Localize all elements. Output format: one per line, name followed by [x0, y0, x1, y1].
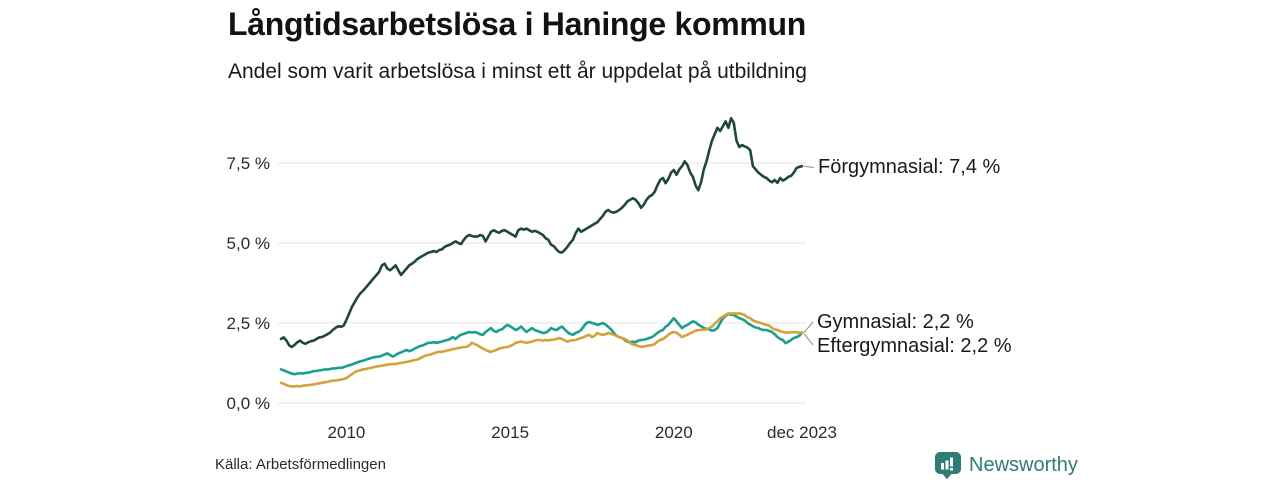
connector-forgymnasial: [803, 165, 815, 169]
x-tick-label: 2010: [328, 423, 366, 442]
connector-gymnasial: [803, 321, 814, 333]
series-line-eftergymnasial: [279, 312, 804, 388]
x-tick-label: dec 2023: [767, 423, 837, 442]
brand-name: Newsworthy: [969, 454, 1078, 476]
newsworthy-icon: [935, 452, 961, 480]
series-line-förgymnasial: [279, 116, 804, 349]
x-tick-label: 2015: [491, 423, 529, 442]
series-end-label-eftergymnasial: Eftergymnasial: 2,2 %: [817, 335, 1012, 357]
series-end-label-forgymnasial: Förgymnasial: 7,4 %: [818, 156, 1001, 178]
connector-eftergymnasial: [803, 333, 814, 346]
page-subtitle: Andel som varit arbetslösa i minst ett å…: [228, 60, 807, 83]
bar-1: [941, 463, 944, 470]
brand-logo[interactable]: Newsworthy: [934, 451, 1078, 480]
bar-2: [945, 460, 949, 470]
source-note: Källa: Arbetsförmedlingen: [215, 456, 386, 473]
exclamation-dot: [950, 468, 953, 471]
y-tick-label: 0,0 %: [227, 394, 270, 413]
bar-3: [950, 457, 953, 467]
series-end-label-gymnasial: Gymnasial: 2,2 %: [817, 311, 974, 333]
x-tick-label: 2020: [655, 423, 693, 442]
y-tick-label: 5,0 %: [227, 234, 270, 253]
y-tick-label: 7,5 %: [227, 154, 270, 173]
y-tick-label: 2,5 %: [227, 314, 270, 333]
page-title: Långtidsarbetslösa i Haninge kommun: [228, 6, 807, 42]
series-line-gymnasial: [279, 312, 804, 376]
